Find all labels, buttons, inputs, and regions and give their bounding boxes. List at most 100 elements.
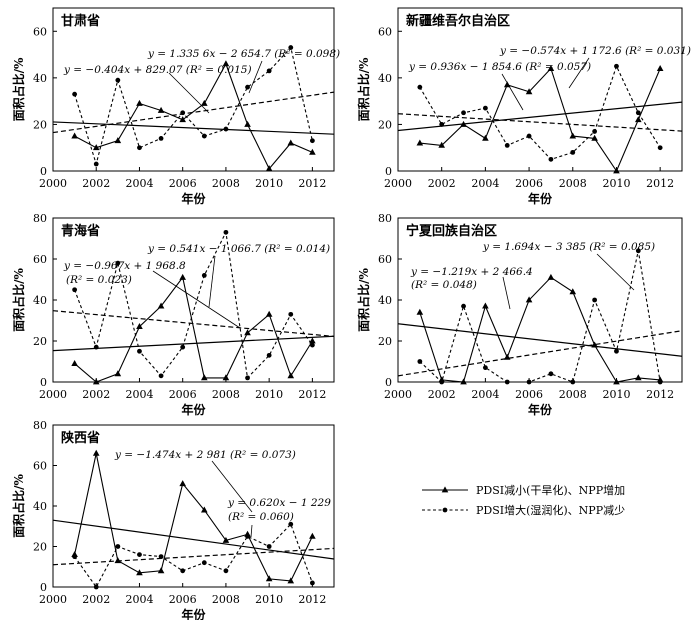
marker-dot [158, 136, 164, 141]
marker-dot [137, 348, 142, 354]
marker-triangle [547, 273, 555, 280]
marker-dot [72, 91, 78, 97]
annotation-leader [502, 276, 511, 310]
trend-equation: y = −0.574x + 1 172.6 (R² = 0.031) [499, 45, 691, 57]
marker-triangle [179, 273, 186, 280]
annotation-leader [168, 72, 210, 114]
plot-frame [52, 7, 335, 172]
trend-equation: (R² = 0.023) [66, 274, 132, 286]
y-tick-label: 40 [33, 72, 47, 85]
marker-triangle [460, 378, 467, 385]
marker-dot [635, 110, 641, 116]
x-tick-label: 2012 [646, 177, 674, 190]
marker-triangle [179, 480, 186, 487]
marker-dot [115, 544, 121, 549]
y-tick-label: 80 [378, 212, 392, 225]
y-tick-label: 40 [33, 500, 47, 513]
series-line-wet [74, 46, 313, 167]
marker-dot [570, 149, 576, 155]
y-tick-label: 60 [378, 25, 392, 38]
x-tick-label: 2004 [125, 388, 153, 401]
marker-dot [504, 379, 510, 385]
marker-dot [223, 568, 229, 574]
trend-line-dry [397, 101, 683, 132]
marker-dot [137, 552, 142, 557]
annotation-leader [152, 270, 241, 329]
y-tick-label: 0 [40, 581, 47, 594]
annotation-leader [208, 255, 216, 308]
trend-equation: y = 1.694x − 3 385 (R² = 0.085) [482, 241, 655, 253]
y-axis-label: 面积占比/% [11, 57, 26, 121]
marker-dot [309, 138, 315, 144]
x-tick-label: 2006 [515, 177, 543, 190]
panel-title: 青海省 [61, 223, 100, 239]
x-tick-label: 2002 [82, 593, 110, 606]
y-tick-label: 40 [378, 72, 392, 85]
x-tick-label: 2010 [602, 177, 630, 190]
legend-label-dry: PDSI减小(干旱化)、NPP增加 [476, 483, 625, 497]
series-line-dry [74, 453, 313, 582]
marker-dot [309, 580, 315, 586]
marker-dot [504, 142, 510, 148]
marker-dot [266, 68, 272, 74]
marker-triangle [244, 120, 251, 127]
y-tick-label: 80 [33, 212, 47, 225]
x-tick-label: 2006 [169, 593, 197, 606]
y-tick-label: 20 [33, 541, 47, 554]
marker-triangle [569, 288, 577, 295]
marker-triangle [136, 99, 143, 106]
marker-triangle [613, 167, 620, 174]
x-tick-label: 2008 [559, 177, 587, 190]
marker-dot [245, 533, 250, 539]
marker-dot [635, 248, 641, 254]
marker-triangle [157, 302, 165, 309]
y-tick-label: 60 [33, 25, 47, 38]
annotation-leader [248, 60, 263, 94]
trend-line-dry [52, 121, 335, 135]
marker-triangle [201, 506, 208, 513]
marker-dot [288, 45, 294, 50]
y-tick-label: 20 [378, 118, 392, 131]
x-tick-label: 2006 [169, 177, 197, 190]
marker-triangle [635, 374, 642, 381]
marker-dot [115, 77, 121, 83]
marker-triangle [613, 378, 620, 385]
marker-dot [266, 544, 272, 549]
marker-triangle [309, 148, 316, 155]
marker-triangle [569, 132, 577, 139]
marker-dot [614, 348, 619, 354]
trend-equation: y = −0.967x + 1 968.8 [63, 260, 186, 272]
trend-equation: y = 0.936x − 1 854.6 (R² = 0.057) [408, 61, 591, 73]
marker-triangle [114, 370, 122, 377]
marker-dot [592, 297, 598, 303]
marker-triangle [92, 378, 100, 385]
trend-line-wet [52, 310, 335, 338]
x-tick-label: 2010 [255, 177, 283, 190]
trend-line-dry [52, 335, 335, 352]
trend-equation: y = 0.541x − 1 066.7 (R² = 0.014) [147, 243, 330, 255]
marker-triangle [265, 575, 273, 582]
x-tick-label: 2002 [82, 388, 110, 401]
series-line-dry [419, 67, 661, 173]
trend-line-dry [397, 323, 683, 357]
x-tick-label: 2002 [428, 177, 456, 190]
panel-title: 甘肃省 [61, 13, 100, 29]
marker-dot [201, 133, 207, 139]
marker-triangle [635, 116, 642, 123]
x-tick-label: 2000 [384, 177, 412, 190]
panel-title: 陕西省 [61, 430, 100, 446]
trend-line-wet [52, 547, 335, 566]
x-tick-label: 2012 [298, 388, 326, 401]
marker-dot [657, 145, 663, 151]
trend-equation: (R² = 0.060) [228, 511, 294, 523]
marker-triangle [525, 88, 533, 95]
plot-frame [397, 7, 683, 172]
marker-dot [266, 352, 272, 358]
trend-equation: y = −0.404x + 829.07 (R² = 0.015) [63, 64, 252, 76]
marker-dot [245, 375, 250, 381]
marker-dot [93, 161, 99, 167]
marker-dot [158, 373, 164, 379]
marker-dot [592, 129, 598, 134]
marker-dot [482, 105, 488, 111]
marker-triangle [416, 139, 424, 146]
